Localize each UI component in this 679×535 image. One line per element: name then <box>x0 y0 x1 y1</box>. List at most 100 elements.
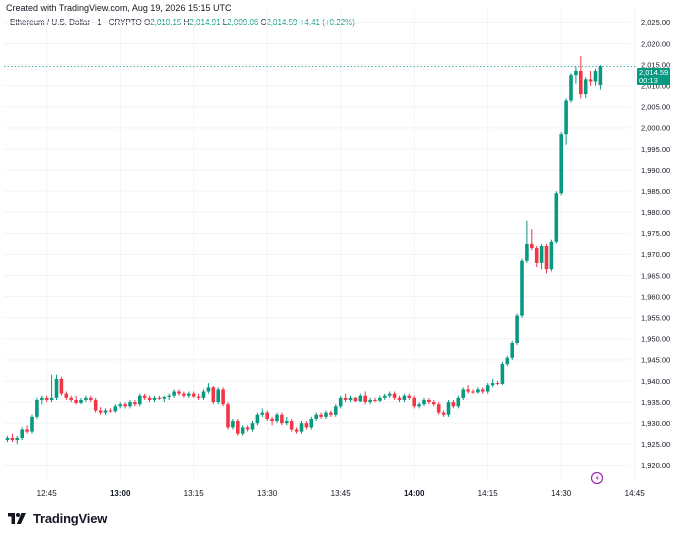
candle-body <box>216 389 220 403</box>
candle-body <box>108 410 113 412</box>
y-tick-label: 1,990.00 <box>641 166 670 175</box>
candle-down <box>451 399 456 409</box>
candle-body <box>49 397 54 400</box>
candle-up <box>152 395 157 403</box>
candle-body <box>25 429 29 432</box>
candle-body <box>564 100 568 135</box>
candle-up <box>103 408 108 415</box>
candle-body <box>30 416 34 432</box>
candle-down <box>353 397 358 403</box>
y-tick-label: 2,025.00 <box>641 18 670 27</box>
candle-body <box>294 429 299 432</box>
candle-up <box>84 395 88 403</box>
candle-up <box>461 387 465 400</box>
candle-down <box>436 402 441 415</box>
candle-body <box>324 412 328 417</box>
chart-caption: Created with TradingView.com, Aug 19, 20… <box>6 3 232 13</box>
candle-down <box>397 395 402 403</box>
candle-down <box>191 391 196 398</box>
candle-up <box>324 410 328 419</box>
candle-up <box>113 404 118 413</box>
candle-body <box>5 437 10 441</box>
candle-up <box>128 399 132 409</box>
candle-body <box>329 412 333 415</box>
x-tick-label: 12:45 <box>37 489 58 498</box>
candle-up <box>162 395 167 403</box>
candle-down <box>64 391 69 400</box>
candle-body <box>182 393 186 396</box>
candle-body <box>378 397 382 401</box>
candle-up <box>299 421 304 434</box>
candle-body <box>103 410 108 413</box>
candle-down <box>471 389 475 394</box>
candle-body <box>15 437 20 441</box>
x-tick-label: 14:00 <box>404 489 425 498</box>
candle-down <box>304 421 309 430</box>
candle-body <box>348 397 353 400</box>
candle-body <box>196 396 201 398</box>
candle-body <box>187 393 191 396</box>
y-tick-label: 1,930.00 <box>641 419 670 428</box>
candle-body <box>79 399 83 403</box>
candle-body <box>40 397 44 400</box>
candle-body <box>481 389 485 392</box>
y-tick-label: 1,950.00 <box>641 335 670 344</box>
candle-body <box>422 399 426 405</box>
candle-body <box>588 79 593 82</box>
candle-body <box>240 427 245 434</box>
x-tick-label: 14:15 <box>478 489 499 498</box>
candle-body <box>162 397 167 399</box>
candle-body <box>138 395 142 405</box>
candle-down <box>432 399 436 407</box>
y-tick-label: 1,965.00 <box>641 271 670 280</box>
candle-up <box>378 395 382 403</box>
candle-up <box>167 393 171 400</box>
candle-up <box>40 395 44 405</box>
candle-up <box>275 412 279 424</box>
candle-body <box>358 395 363 402</box>
x-tick-label: 13:00 <box>110 489 131 498</box>
candle-down <box>294 427 299 434</box>
candle-body <box>383 395 387 398</box>
candle-body <box>446 402 451 415</box>
price-axis[interactable]: 1,920.00 1,925.00 1,930.00 1,935.00 1,940.00… <box>641 18 670 470</box>
candle-down <box>25 425 29 434</box>
candle-up <box>201 389 206 400</box>
y-tick-label: 1,925.00 <box>641 440 670 449</box>
candle-down <box>407 393 412 400</box>
x-tick-label: 13:45 <box>331 489 352 498</box>
candle-body <box>285 421 289 424</box>
time-axis[interactable]: 12:45 13:00 13:15 13:30 13:45 14:00 14:15 14:30… <box>37 489 679 498</box>
candle-down <box>93 397 98 413</box>
candle-body <box>211 387 216 403</box>
y-tick-label: 2,000.00 <box>641 124 670 133</box>
candle-down <box>481 387 485 394</box>
candle-body <box>304 423 309 428</box>
candle-down <box>221 387 225 407</box>
candle-body <box>363 395 367 403</box>
candle-up <box>35 397 39 419</box>
candle-up <box>549 239 554 272</box>
y-tick-label: 1,945.00 <box>641 356 670 365</box>
y-tick-label: 1,970.00 <box>641 250 670 259</box>
candle-body <box>319 414 323 417</box>
candle-up <box>30 414 34 434</box>
candle-body <box>554 193 559 242</box>
candle-body <box>490 383 495 386</box>
candle-body <box>436 404 441 413</box>
candle-body <box>314 414 318 419</box>
magic-icon[interactable] <box>590 471 604 485</box>
tradingview-logo[interactable]: TradingView <box>8 511 107 526</box>
candle-body <box>147 397 152 400</box>
candle-up <box>5 435 10 443</box>
y-tick-label: 2,015.00 <box>641 60 670 69</box>
candle-body <box>387 393 392 396</box>
candle-up <box>539 243 544 270</box>
candle-up <box>172 389 176 398</box>
candle-body <box>549 241 554 270</box>
candle-down <box>10 433 15 443</box>
candle-body <box>128 402 132 407</box>
x-tick-label: 14:45 <box>625 489 646 498</box>
x-tick-label: 14:30 <box>551 489 572 498</box>
